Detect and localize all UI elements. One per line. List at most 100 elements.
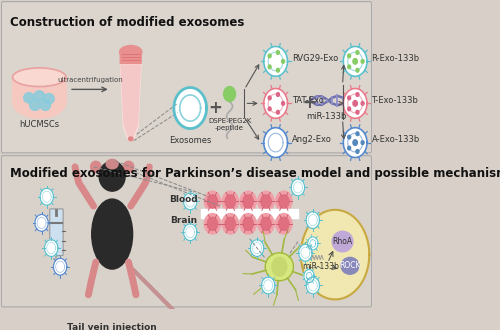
- Circle shape: [204, 214, 220, 234]
- Ellipse shape: [99, 161, 125, 191]
- FancyBboxPatch shape: [2, 2, 372, 153]
- Text: Exosomes: Exosomes: [169, 136, 212, 145]
- Text: RhoA: RhoA: [332, 237, 352, 246]
- Circle shape: [272, 257, 287, 276]
- Circle shape: [353, 58, 358, 64]
- Text: R-Exo-133b: R-Exo-133b: [372, 54, 420, 63]
- Text: TAT-Exo: TAT-Exo: [292, 96, 324, 105]
- Circle shape: [353, 101, 358, 106]
- Circle shape: [258, 214, 274, 234]
- Circle shape: [356, 132, 359, 136]
- Circle shape: [208, 195, 218, 208]
- Polygon shape: [40, 188, 54, 205]
- Ellipse shape: [124, 161, 134, 173]
- FancyBboxPatch shape: [12, 76, 67, 104]
- Ellipse shape: [106, 159, 118, 169]
- Circle shape: [361, 102, 364, 105]
- Polygon shape: [121, 65, 141, 139]
- Circle shape: [276, 68, 280, 72]
- Polygon shape: [120, 63, 141, 141]
- Polygon shape: [54, 258, 67, 275]
- Polygon shape: [262, 277, 275, 294]
- Ellipse shape: [12, 68, 66, 86]
- Circle shape: [208, 217, 218, 230]
- Polygon shape: [298, 244, 312, 261]
- Circle shape: [361, 59, 364, 63]
- Circle shape: [276, 111, 280, 114]
- Circle shape: [240, 214, 256, 234]
- Circle shape: [240, 191, 256, 212]
- Text: Modified exosomes for Parkinson’s disease model and possible mechanisms: Modified exosomes for Parkinson’s diseas…: [10, 167, 500, 180]
- Ellipse shape: [92, 199, 132, 269]
- Circle shape: [268, 96, 271, 100]
- Circle shape: [356, 111, 359, 114]
- Polygon shape: [250, 240, 264, 256]
- Circle shape: [348, 146, 350, 150]
- Circle shape: [278, 195, 289, 208]
- Polygon shape: [264, 88, 287, 118]
- Circle shape: [225, 195, 235, 208]
- Ellipse shape: [34, 91, 44, 101]
- Ellipse shape: [30, 100, 40, 110]
- Ellipse shape: [24, 93, 34, 103]
- Polygon shape: [344, 88, 367, 118]
- Text: DSPE-PEG2K
-peptide: DSPE-PEG2K -peptide: [208, 118, 252, 131]
- Polygon shape: [264, 128, 287, 157]
- Circle shape: [243, 195, 254, 208]
- Circle shape: [261, 217, 271, 230]
- Polygon shape: [44, 240, 58, 256]
- Polygon shape: [308, 237, 318, 250]
- Circle shape: [268, 54, 271, 58]
- Text: hUCMSCs: hUCMSCs: [20, 120, 59, 129]
- Text: miR-133b: miR-133b: [302, 262, 339, 271]
- Text: T-Exo-133b: T-Exo-133b: [372, 96, 418, 105]
- Circle shape: [348, 135, 350, 139]
- Circle shape: [243, 217, 254, 230]
- Circle shape: [356, 68, 359, 72]
- Circle shape: [361, 141, 364, 145]
- Circle shape: [348, 107, 350, 111]
- Circle shape: [261, 195, 271, 208]
- Ellipse shape: [40, 100, 50, 110]
- Text: Ang2-Exo: Ang2-Exo: [292, 135, 332, 144]
- Ellipse shape: [90, 161, 101, 173]
- Text: +: +: [302, 94, 316, 113]
- Ellipse shape: [44, 94, 54, 104]
- Circle shape: [204, 191, 220, 212]
- Text: RVG29-Exo: RVG29-Exo: [292, 54, 338, 63]
- Ellipse shape: [341, 257, 359, 274]
- FancyBboxPatch shape: [50, 209, 63, 255]
- Circle shape: [356, 50, 359, 54]
- Text: ultracentrifugation: ultracentrifugation: [57, 77, 122, 83]
- Circle shape: [222, 191, 238, 212]
- Circle shape: [268, 65, 271, 69]
- Text: Tail vein injection: Tail vein injection: [68, 323, 157, 330]
- Circle shape: [258, 191, 274, 212]
- Circle shape: [268, 107, 271, 111]
- Text: Brain: Brain: [170, 215, 198, 225]
- Polygon shape: [304, 270, 314, 282]
- Polygon shape: [306, 277, 320, 294]
- Polygon shape: [344, 128, 367, 157]
- Ellipse shape: [128, 137, 133, 141]
- Circle shape: [282, 102, 284, 105]
- FancyBboxPatch shape: [120, 51, 142, 64]
- Circle shape: [348, 54, 350, 58]
- Polygon shape: [301, 210, 370, 299]
- Circle shape: [224, 86, 235, 102]
- Bar: [202, 209, 298, 218]
- Text: Construction of modified exosomes: Construction of modified exosomes: [10, 16, 244, 29]
- Circle shape: [276, 93, 280, 96]
- Ellipse shape: [120, 46, 142, 58]
- Polygon shape: [264, 47, 287, 76]
- Text: miR-133b: miR-133b: [306, 112, 346, 121]
- Polygon shape: [184, 193, 197, 210]
- Ellipse shape: [12, 85, 66, 118]
- Circle shape: [222, 214, 238, 234]
- Polygon shape: [184, 224, 197, 241]
- Circle shape: [278, 217, 289, 230]
- Text: ROCK: ROCK: [339, 261, 360, 270]
- Circle shape: [356, 149, 359, 153]
- Circle shape: [348, 96, 350, 100]
- Ellipse shape: [332, 231, 353, 252]
